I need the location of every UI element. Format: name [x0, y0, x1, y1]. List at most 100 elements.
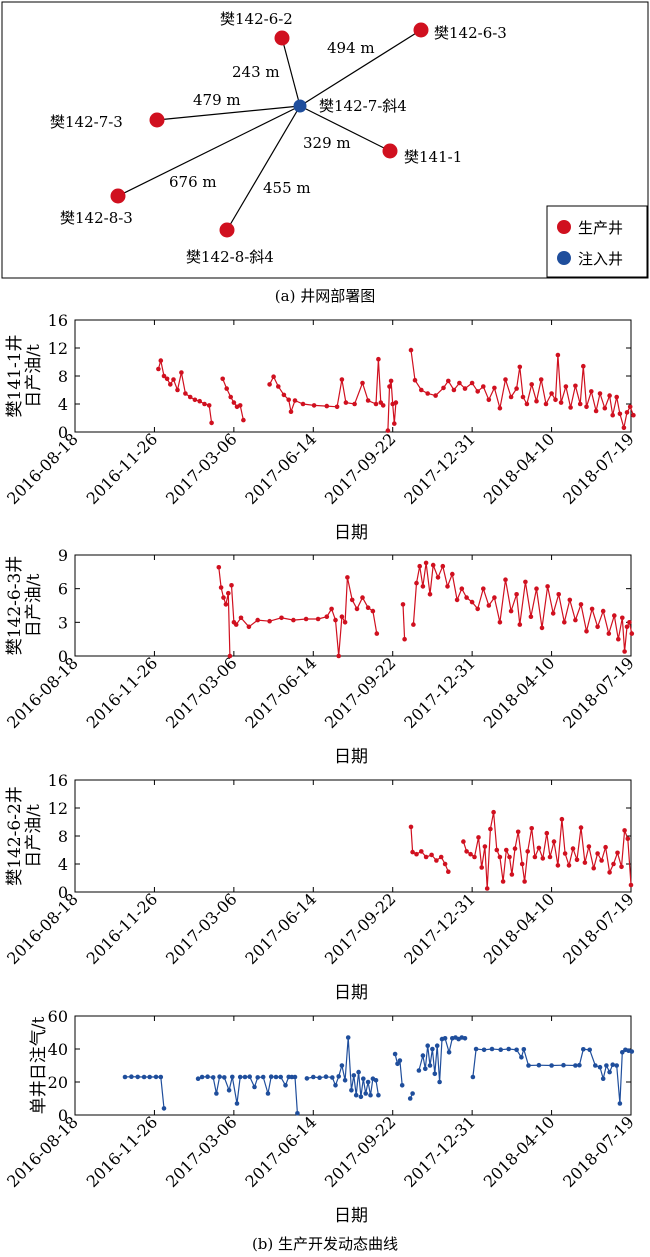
data-point	[492, 385, 497, 391]
data-point	[446, 869, 451, 874]
data-point	[577, 1062, 582, 1068]
data-point	[492, 595, 497, 600]
y-tick-label: 4	[58, 395, 68, 414]
data-point	[268, 1074, 274, 1079]
distance-label-479: 479 m	[193, 91, 241, 109]
x-tick-label: 2016-08-18	[3, 889, 82, 968]
data-point	[512, 846, 518, 851]
data-point	[300, 401, 306, 407]
data-point	[281, 392, 287, 398]
data-point	[445, 584, 450, 589]
data-point	[260, 1074, 266, 1080]
data-point	[153, 1074, 159, 1080]
y-axis-label: 樊141-1井	[5, 334, 25, 417]
data-point	[356, 1069, 361, 1075]
data-point	[230, 1074, 235, 1080]
data-point	[433, 393, 438, 398]
data-point	[481, 1047, 487, 1053]
x-tick-label: 2018-07-19	[559, 1112, 638, 1191]
data-point	[171, 377, 176, 382]
data-point	[532, 854, 538, 860]
data-point	[376, 1092, 381, 1098]
data-point	[408, 347, 414, 353]
x-tick-label: 2017-06-14	[241, 889, 320, 968]
data-point	[392, 421, 397, 426]
data-point	[498, 1047, 504, 1052]
x-tick-label: 2016-11-26	[83, 889, 162, 968]
data-point	[593, 1063, 598, 1068]
x-tick-label: 2017-12-31	[400, 429, 479, 508]
data-point	[360, 380, 365, 386]
data-point	[288, 409, 294, 415]
data-point	[234, 1101, 240, 1106]
x-tick-label: 2017-03-06	[162, 889, 241, 968]
data-point	[561, 1062, 566, 1068]
y-tick-label: 12	[48, 799, 68, 818]
connection-line	[156, 105, 301, 121]
data-point	[217, 1074, 222, 1079]
data-point	[462, 386, 468, 391]
data-point	[545, 584, 550, 589]
data-point	[304, 1076, 310, 1081]
x-tick-label: 2017-03-06	[162, 429, 241, 508]
y-tick-label: 8	[58, 827, 68, 846]
data-point	[354, 606, 360, 612]
data-point	[497, 620, 503, 625]
data-point	[333, 1083, 338, 1088]
data-point	[589, 389, 594, 394]
data-point	[536, 845, 542, 851]
data-point	[218, 585, 224, 590]
x-tick-label: 2018-04-10	[480, 889, 559, 968]
data-point	[491, 809, 496, 815]
data-point	[427, 592, 433, 597]
data-point	[620, 615, 625, 621]
data-point	[351, 1073, 357, 1078]
data-point	[622, 828, 627, 833]
data-point	[192, 397, 198, 403]
data-point	[289, 1074, 295, 1080]
data-point	[486, 397, 492, 403]
y-tick-label: 9	[58, 546, 68, 565]
data-point	[410, 849, 415, 855]
data-point	[475, 606, 481, 612]
data-point	[271, 374, 276, 380]
producer-well-marker	[382, 143, 398, 159]
dynamics-caption: (b) 生产开发动态曲线	[252, 1235, 398, 1253]
data-point	[161, 1106, 167, 1111]
data-point	[599, 858, 604, 863]
data-point	[135, 1074, 140, 1080]
data-point	[555, 863, 561, 868]
x-tick-label: 2018-04-10	[480, 653, 559, 732]
data-point	[400, 602, 406, 607]
producer-well-marker	[110, 188, 126, 204]
x-tick-label: 2018-04-10	[480, 429, 559, 508]
well-label-142-8-4: 樊142-8-斜4	[186, 248, 274, 266]
connection-line	[299, 29, 422, 107]
data-point	[407, 1096, 413, 1101]
data-point	[625, 836, 631, 842]
data-point	[595, 851, 600, 856]
data-point	[473, 1046, 479, 1052]
data-point	[179, 370, 184, 375]
data-point	[161, 373, 167, 379]
y-tick-label: 20	[48, 1073, 68, 1092]
network-legend: 生产井 注入井	[546, 205, 648, 278]
data-point	[158, 358, 164, 363]
data-point	[504, 847, 509, 853]
data-point	[324, 403, 330, 409]
data-point	[578, 825, 584, 830]
series-line	[412, 562, 633, 652]
data-point	[365, 605, 371, 610]
data-point	[292, 398, 298, 403]
data-point	[393, 400, 399, 405]
data-point	[539, 625, 545, 631]
legend-injector-label: 注入井	[578, 250, 623, 268]
y-axis-label: 日产油/t	[24, 344, 44, 408]
data-point	[368, 1092, 373, 1098]
data-point	[423, 854, 429, 860]
data-point	[464, 849, 469, 854]
well-label-142-6-3: 樊142-6-3	[434, 24, 507, 42]
data-point	[578, 602, 584, 607]
data-point	[446, 1050, 452, 1055]
